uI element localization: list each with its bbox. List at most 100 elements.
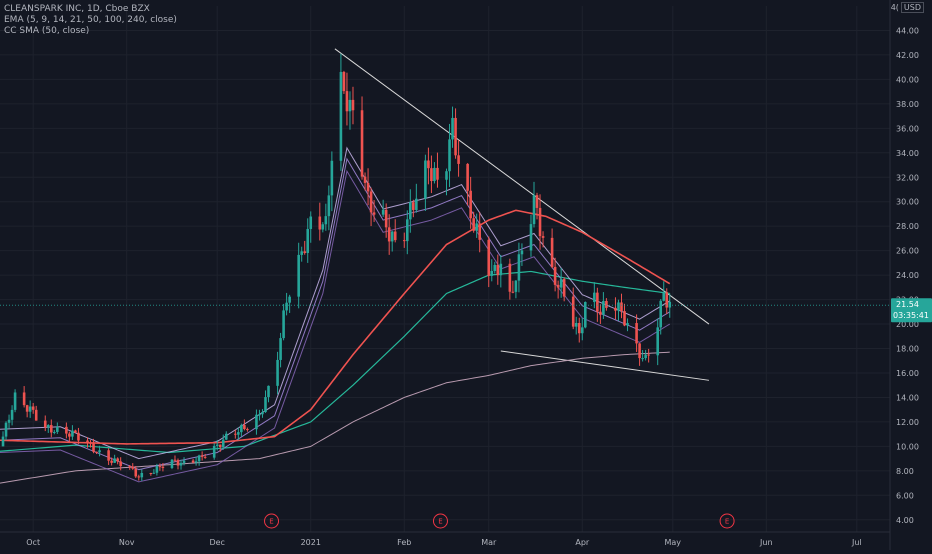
candle-body [267, 385, 270, 398]
candle-body [140, 472, 144, 478]
candle-body [149, 472, 153, 474]
legend-symbol[interactable]: CLEANSPARK INC, 1D, Cboe BZX [4, 4, 150, 14]
candle-body [321, 224, 325, 230]
candle-body [605, 300, 608, 308]
earnings-label: E [725, 518, 729, 526]
currency-indicator[interactable]: 4(USD [890, 2, 924, 13]
currency-label[interactable]: USD [900, 2, 924, 13]
candle-body [71, 430, 74, 437]
candle-body [393, 231, 397, 241]
sma-50-line [0, 209, 671, 445]
candle-body [345, 91, 349, 112]
candle-body [372, 212, 376, 215]
candle-body [13, 392, 17, 410]
candle-body [34, 409, 38, 421]
ema-9-line [0, 146, 671, 460]
x-tick-label: Nov [119, 538, 135, 547]
candle-body [580, 327, 584, 334]
candle-body [218, 444, 222, 448]
candle-body [339, 71, 343, 161]
candle-body [342, 71, 346, 92]
y-tick-label: 6.00 [896, 491, 914, 500]
candle-body [137, 476, 141, 478]
earnings-icon [432, 513, 448, 529]
candle-body [659, 300, 663, 328]
earnings-icon [719, 513, 735, 529]
candle-body [89, 442, 92, 444]
earnings-marker[interactable]: E [264, 513, 280, 529]
candle-body [303, 251, 307, 253]
candle-body [433, 167, 436, 182]
candle-body [1, 436, 5, 447]
y-tick-label: 28.00 [896, 222, 919, 231]
candle-body [194, 461, 198, 463]
legend-ema[interactable]: EMA (5, 9, 14, 21, 50, 100, 240, close) [4, 15, 177, 25]
candle-body [31, 406, 35, 410]
candle-body [234, 433, 237, 435]
y-tick-label: 38.00 [896, 100, 919, 109]
legend-sma[interactable]: CC SMA (50, close) [4, 26, 90, 36]
candle-body [457, 155, 460, 164]
candle-body [173, 459, 177, 461]
candle-body [56, 426, 59, 432]
candle-body [499, 263, 503, 276]
y-tick-label: 32.00 [896, 173, 919, 182]
candle-body [246, 429, 249, 431]
candle-body [599, 311, 602, 315]
candle-body [402, 240, 406, 242]
candle-body [318, 216, 322, 230]
y-tick-label: 18.00 [896, 345, 919, 354]
candle-body [49, 425, 53, 433]
candle-body [107, 450, 110, 461]
candle-body [623, 311, 626, 326]
candle-body [176, 460, 180, 466]
candle-body [212, 445, 216, 458]
candle-body [511, 291, 515, 293]
candle-body [170, 459, 174, 468]
candle-body [182, 460, 186, 463]
y-tick-label: 12.00 [896, 418, 919, 427]
candle-body [330, 160, 334, 196]
candle-body [7, 419, 11, 423]
candle-body [258, 414, 261, 416]
earnings-marker[interactable]: E [432, 513, 448, 529]
y-tick-label: 26.00 [896, 247, 919, 256]
candle-body [113, 458, 116, 463]
candle-body [602, 300, 605, 315]
candle-body [514, 280, 518, 292]
candle-body [158, 466, 162, 468]
candle-body [493, 264, 497, 271]
earnings-marker[interactable]: E [719, 513, 735, 529]
candle-body [22, 392, 26, 406]
y-tick-label: 14.00 [896, 393, 919, 402]
candle-body [520, 250, 524, 255]
candle-body [448, 139, 451, 172]
candle-body [475, 223, 478, 231]
ema-21-line [0, 157, 671, 471]
candle-body [574, 323, 578, 327]
candle-body [638, 343, 641, 359]
y-tick-label: 20.00 [896, 320, 919, 329]
candle-body [28, 406, 32, 412]
candle-body [562, 279, 566, 297]
candle-body [538, 207, 542, 237]
candle-body [119, 461, 122, 467]
candle-body [128, 466, 132, 468]
candle-body [668, 301, 672, 308]
x-tick-label: May [665, 538, 682, 547]
candle-body [409, 202, 412, 220]
candle-body [550, 237, 554, 267]
x-tick-label: Apr [575, 538, 590, 547]
candle-body [134, 468, 138, 477]
currency-prefix: 4( [890, 3, 899, 12]
candle-body [351, 99, 355, 111]
x-tick-label: 2021 [301, 538, 321, 547]
candle-body [559, 279, 563, 288]
candle-body [360, 110, 364, 177]
candle-body [535, 195, 539, 208]
candle-body [577, 323, 581, 334]
lower-trendline [500, 350, 710, 381]
